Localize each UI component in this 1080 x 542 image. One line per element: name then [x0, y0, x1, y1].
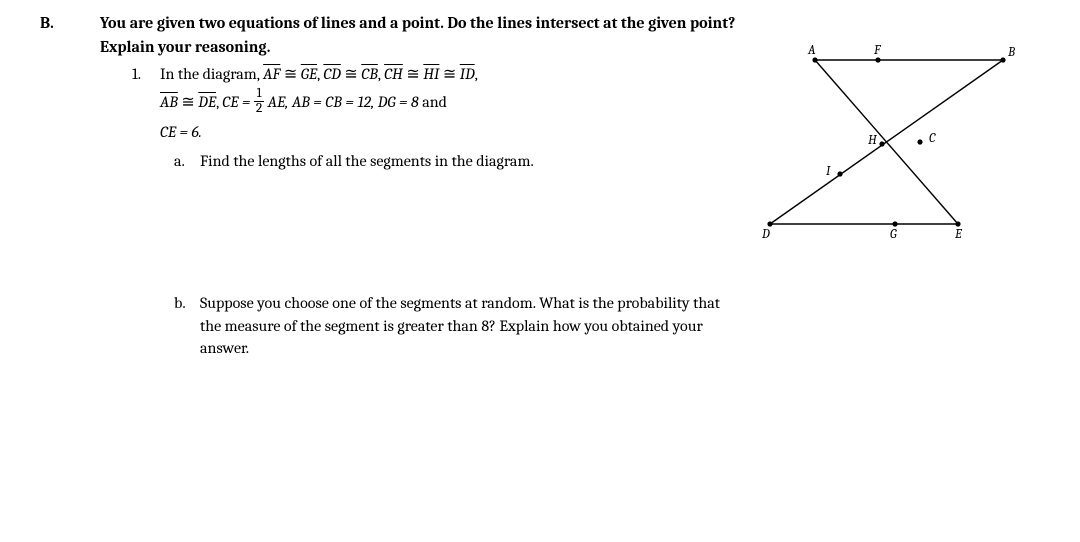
point-I	[837, 172, 842, 177]
geometry-diagram: A F B C H I D G E	[750, 42, 1020, 252]
subitem-b: b. Suppose you choose one of the segment…	[200, 292, 730, 359]
section-marker: B.	[40, 12, 100, 359]
seg-cd: CD	[323, 65, 341, 83]
seg-af: AF	[263, 65, 280, 83]
label-A: A	[807, 43, 816, 58]
seg-ge: GE	[301, 65, 317, 83]
point-A	[812, 58, 817, 63]
after-frac: AE, AB = CB = 12, DG = 8	[264, 93, 418, 111]
problem-1: 1. In the diagram, AF ≅ GE, CD ≅ CB, CH …	[160, 63, 730, 360]
segment-BD	[770, 60, 1003, 224]
cong-4: ≅	[439, 65, 459, 83]
label-D: D	[761, 227, 770, 242]
ce-line: CE = 6.	[160, 121, 730, 143]
seg-ch: CH	[384, 65, 403, 83]
sub-a-text: Find the lengths of all the segments in …	[200, 152, 534, 170]
point-C	[917, 140, 922, 145]
and-word: and	[419, 93, 447, 111]
cong-3: ≅	[403, 65, 423, 83]
label-C: C	[929, 131, 936, 146]
label-E: E	[954, 227, 962, 242]
subitem-a: a. Find the lengths of all the segments …	[200, 150, 730, 172]
intro-text: In the diagram,	[160, 65, 263, 83]
fraction-half: 12	[254, 87, 264, 115]
sub-b-letter: b.	[174, 292, 186, 314]
point-E	[955, 222, 960, 227]
seg-id: ID	[460, 65, 475, 83]
frac-num: 1	[254, 87, 264, 102]
frac-den: 2	[254, 102, 264, 116]
header-line-1: You are given two equations of lines and…	[100, 12, 1040, 34]
sub-a-letter: a.	[174, 150, 185, 172]
ce-eq: CE =	[222, 93, 254, 111]
header-line-2: Explain your reasoning.	[100, 36, 730, 58]
sub-b-text: Suppose you choose one of the segments a…	[200, 294, 720, 357]
cong-5: ≅	[178, 93, 198, 111]
label-F: F	[873, 43, 881, 58]
congruence-line-1: In the diagram, AF ≅ GE, CD ≅ CB, CH ≅ H…	[160, 63, 730, 85]
seg-hi: HI	[423, 65, 439, 83]
seg-cb: CB	[361, 65, 378, 83]
seg-ab: AB	[160, 93, 178, 111]
label-G: G	[890, 227, 897, 242]
point-H	[879, 142, 884, 147]
congruence-line-2: AB ≅ DE, CE = 12 AE, AB = CB = 12, DG = …	[160, 89, 730, 117]
label-B: B	[1007, 45, 1015, 60]
label-I: I	[826, 164, 831, 179]
point-B	[1000, 58, 1005, 63]
point-F	[875, 58, 880, 63]
c3: ,	[475, 65, 478, 83]
point-D	[767, 222, 772, 227]
cong-2: ≅	[341, 65, 361, 83]
label-H: H	[868, 133, 878, 148]
point-G	[892, 222, 897, 227]
seg-de: DE	[198, 93, 216, 111]
cong-1: ≅	[280, 65, 300, 83]
item-number: 1.	[132, 63, 141, 85]
